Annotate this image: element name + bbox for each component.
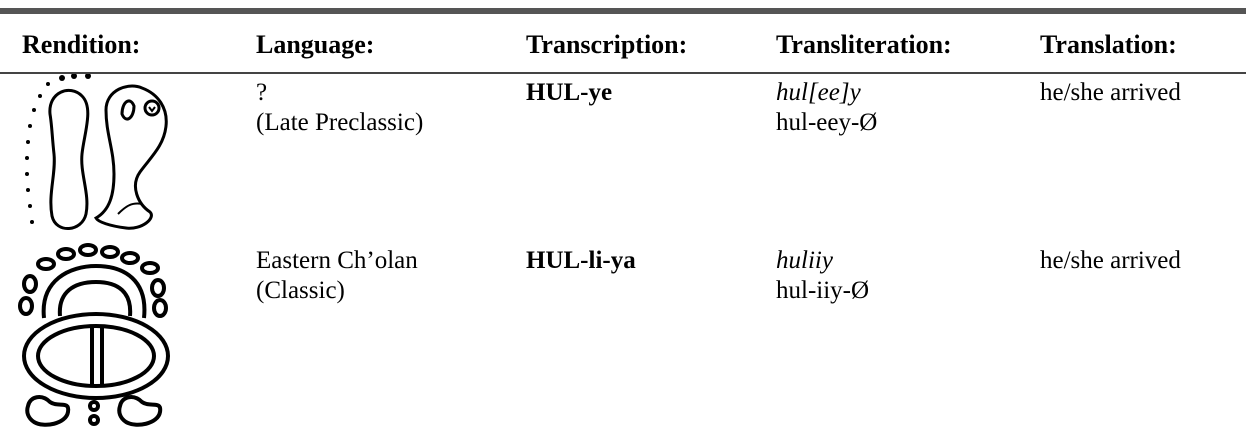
header-cell: Transliteration:	[776, 30, 952, 59]
glyph-hul-li-ya	[18, 243, 170, 427]
language: Eastern Ch’olan	[256, 247, 418, 274]
header-cell: Translation:	[1040, 30, 1177, 59]
header-cell: Rendition:	[22, 30, 141, 59]
transcription: HUL-li-ya	[526, 247, 636, 274]
transliteration: hul[ee]y	[776, 79, 861, 106]
transcription: HUL-ye	[526, 79, 613, 106]
translation: he/she arrived	[1040, 247, 1181, 274]
transliteration: huliiy	[776, 247, 833, 274]
language: ?	[256, 79, 268, 106]
header-rule	[0, 72, 1246, 74]
header-cell: Transcription:	[526, 30, 688, 59]
translation: he/she arrived	[1040, 79, 1181, 106]
top-rule	[0, 8, 1246, 14]
transliteration-morphemes: hul-iiy-Ø	[776, 277, 870, 304]
language-period: (Late Preclassic)	[256, 109, 424, 136]
transliteration-morphemes: hul-eey-Ø	[776, 109, 878, 136]
language-period: (Classic)	[256, 277, 345, 304]
header-cell: Language:	[256, 30, 375, 59]
glyph-hul-ye	[25, 74, 168, 230]
